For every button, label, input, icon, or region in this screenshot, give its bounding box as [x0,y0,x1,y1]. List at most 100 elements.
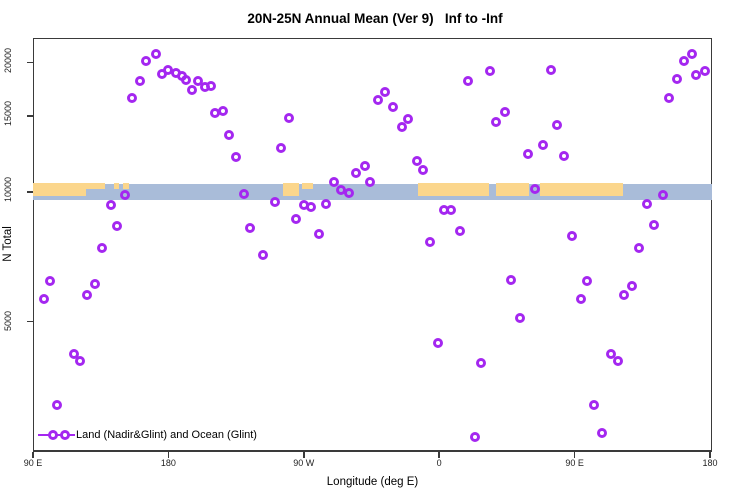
data-point [52,399,63,410]
data-point [119,189,130,200]
legend-label: Land (Nadir&Glint) and Ocean (Glint) [76,429,257,441]
x-tick-mark [438,452,440,458]
data-point [641,198,652,209]
data-point [270,196,281,207]
data-point [291,214,302,225]
data-point [372,95,383,106]
map-strip-land-segment [85,183,106,189]
data-point [686,49,697,60]
data-point [193,76,204,87]
data-point [462,76,473,87]
data-point [205,80,216,91]
data-point [658,189,669,200]
x-tick-label: 90 E [565,458,584,468]
data-point [82,290,93,301]
data-point [649,219,660,230]
map-strip-land-segment [123,183,130,189]
data-point [634,243,645,254]
map-strip-land-segment [33,183,86,196]
data-point [306,201,317,212]
plot-area: Land (Nadir&Glint) and Ocean (Glint) [33,38,712,452]
data-point [38,293,49,304]
x-tick-mark [303,452,305,458]
data-point [89,279,100,290]
map-strip-land-segment [539,183,623,196]
data-point [551,120,562,131]
data-point [360,160,371,171]
data-point [44,276,55,287]
data-point [470,431,481,442]
x-tick-label: 90 W [293,458,315,468]
data-point [328,177,339,187]
data-point [402,113,413,124]
y-tick-label: 20000 [3,47,13,73]
x-axis-title: Longitude (deg E) [326,476,419,488]
map-strip-land-segment [282,183,300,196]
data-point [515,312,526,323]
data-point [140,55,151,66]
data-point [238,188,249,199]
data-point [244,222,255,233]
data-point [187,84,198,95]
data-point [134,76,145,87]
data-point [417,165,428,175]
data-point [559,150,570,161]
y-tick-label: 10000 [3,176,13,202]
data-point [432,338,443,349]
data-point [619,290,630,301]
y-tick-label: 5000 [3,311,13,332]
data-point [364,177,375,187]
data-point [522,149,533,160]
x-tick-mark [709,452,711,458]
data-point [68,349,79,359]
data-point [581,276,592,287]
y-axis-title: N Total [2,226,14,262]
data-point [530,184,541,195]
data-point [575,293,586,304]
y-tick-mark [27,61,33,64]
data-point [387,101,398,112]
x-tick-mark [573,452,576,458]
x-tick-label: 90 E [23,458,43,468]
data-point [613,355,624,366]
data-point [276,143,287,154]
data-point [97,243,108,254]
plot-frame [33,38,712,452]
data-point [343,187,354,198]
x-tick-label: 180 [160,458,176,468]
data-point [700,66,711,77]
y-tick-mark [27,191,33,193]
data-point [351,167,362,178]
data-point [566,231,577,242]
x-tick-label: 0 [436,458,442,468]
data-point [446,204,457,215]
map-strip-land-segment [302,183,313,189]
data-point [589,399,600,410]
data-point [258,249,269,260]
legend-marker [48,430,58,440]
data-point [411,156,422,167]
data-point [151,49,162,60]
data-point [491,116,502,127]
data-point [283,113,294,124]
data-point [485,66,496,77]
data-point [476,358,487,369]
data-point [538,140,548,151]
data-point [455,226,466,237]
data-point [545,65,556,76]
data-point [321,198,332,209]
data-point [425,237,436,248]
legend-marker [60,430,70,440]
chart-title: 20N-25N Annual Mean (Ver 9) Inf to -Inf [247,11,503,26]
y-tick-mark [27,320,33,323]
x-tick-label: 180 [702,458,718,468]
data-point [596,428,607,439]
data-point [626,280,637,291]
data-point [181,75,192,86]
data-point [396,122,407,133]
data-point [506,274,517,285]
data-point [380,86,391,97]
data-point [664,92,675,103]
map-strip-land-segment [496,183,530,196]
